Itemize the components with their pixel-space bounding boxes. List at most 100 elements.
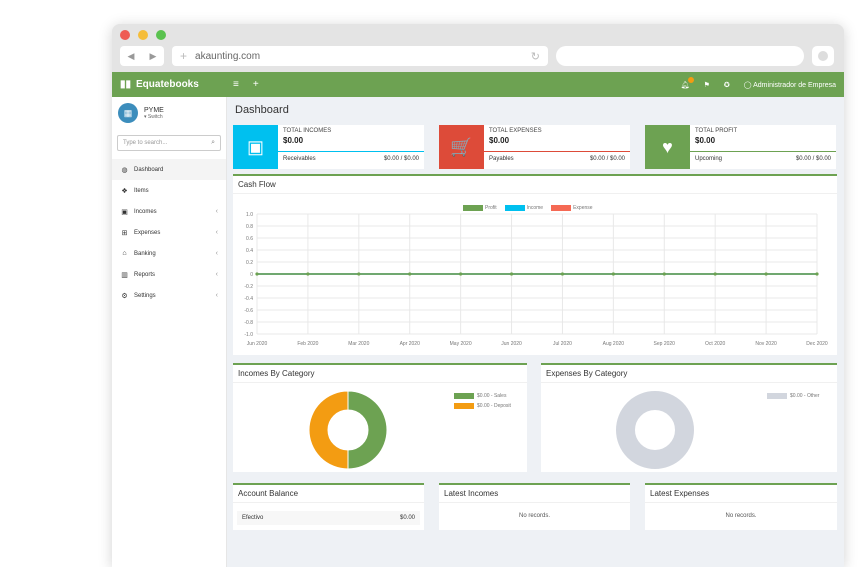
back-arrow-icon[interactable]: ◀: [127, 50, 135, 61]
y-tick-label: -1.0: [244, 332, 253, 338]
data-point-profit: [408, 272, 412, 276]
bank-icon: ⌂: [122, 250, 127, 257]
sidebar-item-label: Items: [134, 187, 149, 194]
sidebar-item-dashboard[interactable]: ◍ Dashboard: [112, 159, 226, 180]
latest-incomes-empty: No records.: [518, 513, 550, 519]
y-tick-label: 0.8: [246, 224, 253, 230]
kpi-total-profit: ♥ TOTAL PROFIT $0.00 Upcoming $0.00 / $0.00: [645, 125, 836, 169]
add-new-icon[interactable]: +: [252, 79, 259, 90]
donut-slice[interactable]: [347, 390, 388, 470]
data-point-profit: [509, 272, 514, 276]
category-legend-item[interactable]: $0.00 - Sales: [454, 393, 511, 399]
kpi-separator: [278, 151, 424, 152]
forward-arrow-icon[interactable]: ▶: [149, 50, 157, 61]
kpi-separator: [690, 151, 836, 152]
cart-icon: 🛒: [439, 125, 484, 169]
brand-name: Equatebooks: [136, 79, 199, 90]
main-content: Dashboard ▣ TOTAL INCOMES $0.00 Receivables…: [227, 97, 844, 567]
category-legend-item[interactable]: $0.00 - Deposit: [454, 403, 511, 409]
x-tick-label: Mar 2020: [348, 341, 369, 347]
sidebar-item-incomes[interactable]: ▣ Incomes ‹: [112, 201, 226, 222]
sidebar-search-input[interactable]: Type to search... ⌕: [117, 135, 221, 151]
kpi-label: TOTAL EXPENSES: [489, 128, 542, 134]
sidebar-item-label: Expenses: [134, 229, 161, 236]
data-point-profit: [255, 272, 259, 276]
browser-search-field[interactable]: [556, 46, 804, 66]
company-switcher[interactable]: ▦ PYME ▾ Switch: [112, 97, 226, 129]
incomes-by-category-title: Incomes By Category: [233, 365, 527, 383]
chevron-left-icon: ‹: [215, 229, 218, 236]
account-name: Efectivo: [242, 515, 264, 521]
donut-slice[interactable]: [616, 391, 694, 469]
incomes-category-legend: $0.00 - Sales $0.00 - Deposit: [454, 393, 511, 413]
x-tick-label: Nov 2020: [755, 341, 777, 347]
data-point-profit: [764, 272, 768, 276]
sidebar-item-label: Settings: [134, 292, 156, 299]
minimize-window-dot[interactable]: [138, 30, 148, 40]
y-tick-label: 0.6: [246, 236, 253, 242]
sidebar-item-banking[interactable]: ⌂ Banking ‹: [112, 243, 226, 264]
legend-label: $0.00 - Sales: [477, 393, 507, 399]
browser-menu-button[interactable]: [812, 46, 834, 66]
kpi-value: $0.00: [283, 136, 304, 145]
cash-flow-chart: 1.0 0.8 0.6 0.4 0.2 0 -0.2 -0.4 -0.6 -0.8 -1.0 Jun …: [244, 212, 828, 347]
new-tab-icon[interactable]: +: [180, 49, 188, 63]
money-icon: ▣: [233, 125, 278, 169]
kpi-value: $0.00: [695, 136, 716, 145]
y-tick-label: -0.2: [244, 284, 253, 290]
sidebar-item-settings[interactable]: ⚙ Settings ‹: [112, 285, 226, 306]
browser-window: ◀ ▶ + akaunting.com ↻ ▮▮ Equatebooks ≡ +…: [112, 24, 844, 567]
bell-icon[interactable]: 🔔︎: [681, 76, 694, 89]
url-text: akaunting.com: [195, 50, 261, 62]
building-icon: ▦: [118, 103, 138, 123]
sidebar-item-label: Dashboard: [134, 166, 164, 173]
legend-swatch: [463, 205, 483, 211]
kpi-total-incomes: ▣ TOTAL INCOMES $0.00 Receivables $0.00 / $0…: [233, 125, 424, 169]
sidebar: ▦ PYME ▾ Switch Type to search... ⌕ ◍ Das…: [112, 97, 227, 567]
cart-icon: ⊞: [121, 229, 128, 237]
user-name: Administrador de Empresa: [753, 81, 836, 89]
maximize-window-dot[interactable]: [156, 30, 166, 40]
legend-item-expense[interactable]: Expense: [551, 205, 593, 211]
sidebar-item-reports[interactable]: ▥ Reports ‹: [112, 264, 226, 285]
x-tick-label: Apr 2020: [400, 341, 421, 347]
search-icon[interactable]: ⌕: [211, 139, 215, 146]
top-navbar: ▮▮ Equatebooks ≡ + 🔔︎ ⚑ ✪ ◯ Administrado…: [112, 72, 844, 97]
kpi-sub-value: $0.00 / $0.00: [795, 156, 831, 162]
x-tick-label: Oct 2020: [705, 341, 726, 347]
legend-item-income[interactable]: Income: [504, 205, 543, 211]
sidebar-item-expenses[interactable]: ⊞ Expenses ‹: [112, 222, 226, 243]
category-legend-item[interactable]: $0.00 - Other: [767, 393, 819, 399]
support-icon[interactable]: ✪: [723, 81, 730, 89]
sidebar-item-items[interactable]: ❖ Items: [112, 180, 226, 201]
donut-slice[interactable]: [308, 390, 349, 470]
address-bar[interactable]: + akaunting.com ↻: [172, 46, 548, 66]
data-point-profit: [611, 272, 615, 276]
incomes-donut-chart: [308, 390, 388, 470]
data-point-profit: [713, 272, 717, 276]
kpi-sub-label[interactable]: Upcoming: [695, 156, 723, 162]
user-menu[interactable]: ◯ Administrador de Empresa: [744, 81, 836, 89]
legend-item-profit[interactable]: Profit: [463, 205, 497, 211]
kpi-sub-value: $0.00 / $0.00: [383, 156, 419, 162]
expenses-by-category-title: Expenses By Category: [541, 365, 837, 383]
legend-label: Profit: [485, 205, 497, 211]
page-title: Dashboard: [235, 104, 289, 116]
switch-link[interactable]: ▾ Switch: [144, 113, 163, 120]
kpi-sub-label[interactable]: Receivables: [283, 156, 316, 162]
kpi-sub-label[interactable]: Payables: [489, 156, 514, 162]
latest-incomes-title: Latest Incomes: [439, 485, 630, 503]
menu-toggle-icon[interactable]: ≡: [233, 79, 239, 90]
nav-buttons: ◀ ▶: [120, 46, 164, 66]
x-tick-label: Dec 2020: [806, 341, 828, 347]
chevron-left-icon: ‹: [215, 271, 218, 278]
close-window-dot[interactable]: [120, 30, 130, 40]
y-tick-label: 0.2: [246, 260, 253, 266]
brand[interactable]: ▮▮ Equatebooks: [112, 79, 227, 90]
kpi-label: TOTAL INCOMES: [283, 128, 332, 134]
flag-icon[interactable]: ⚑: [703, 81, 710, 89]
data-point-profit: [306, 272, 310, 276]
account-row[interactable]: Efectivo $0.00: [237, 511, 420, 525]
reload-icon[interactable]: ↻: [530, 50, 540, 63]
kpi-sub-value: $0.00 / $0.00: [589, 156, 625, 162]
